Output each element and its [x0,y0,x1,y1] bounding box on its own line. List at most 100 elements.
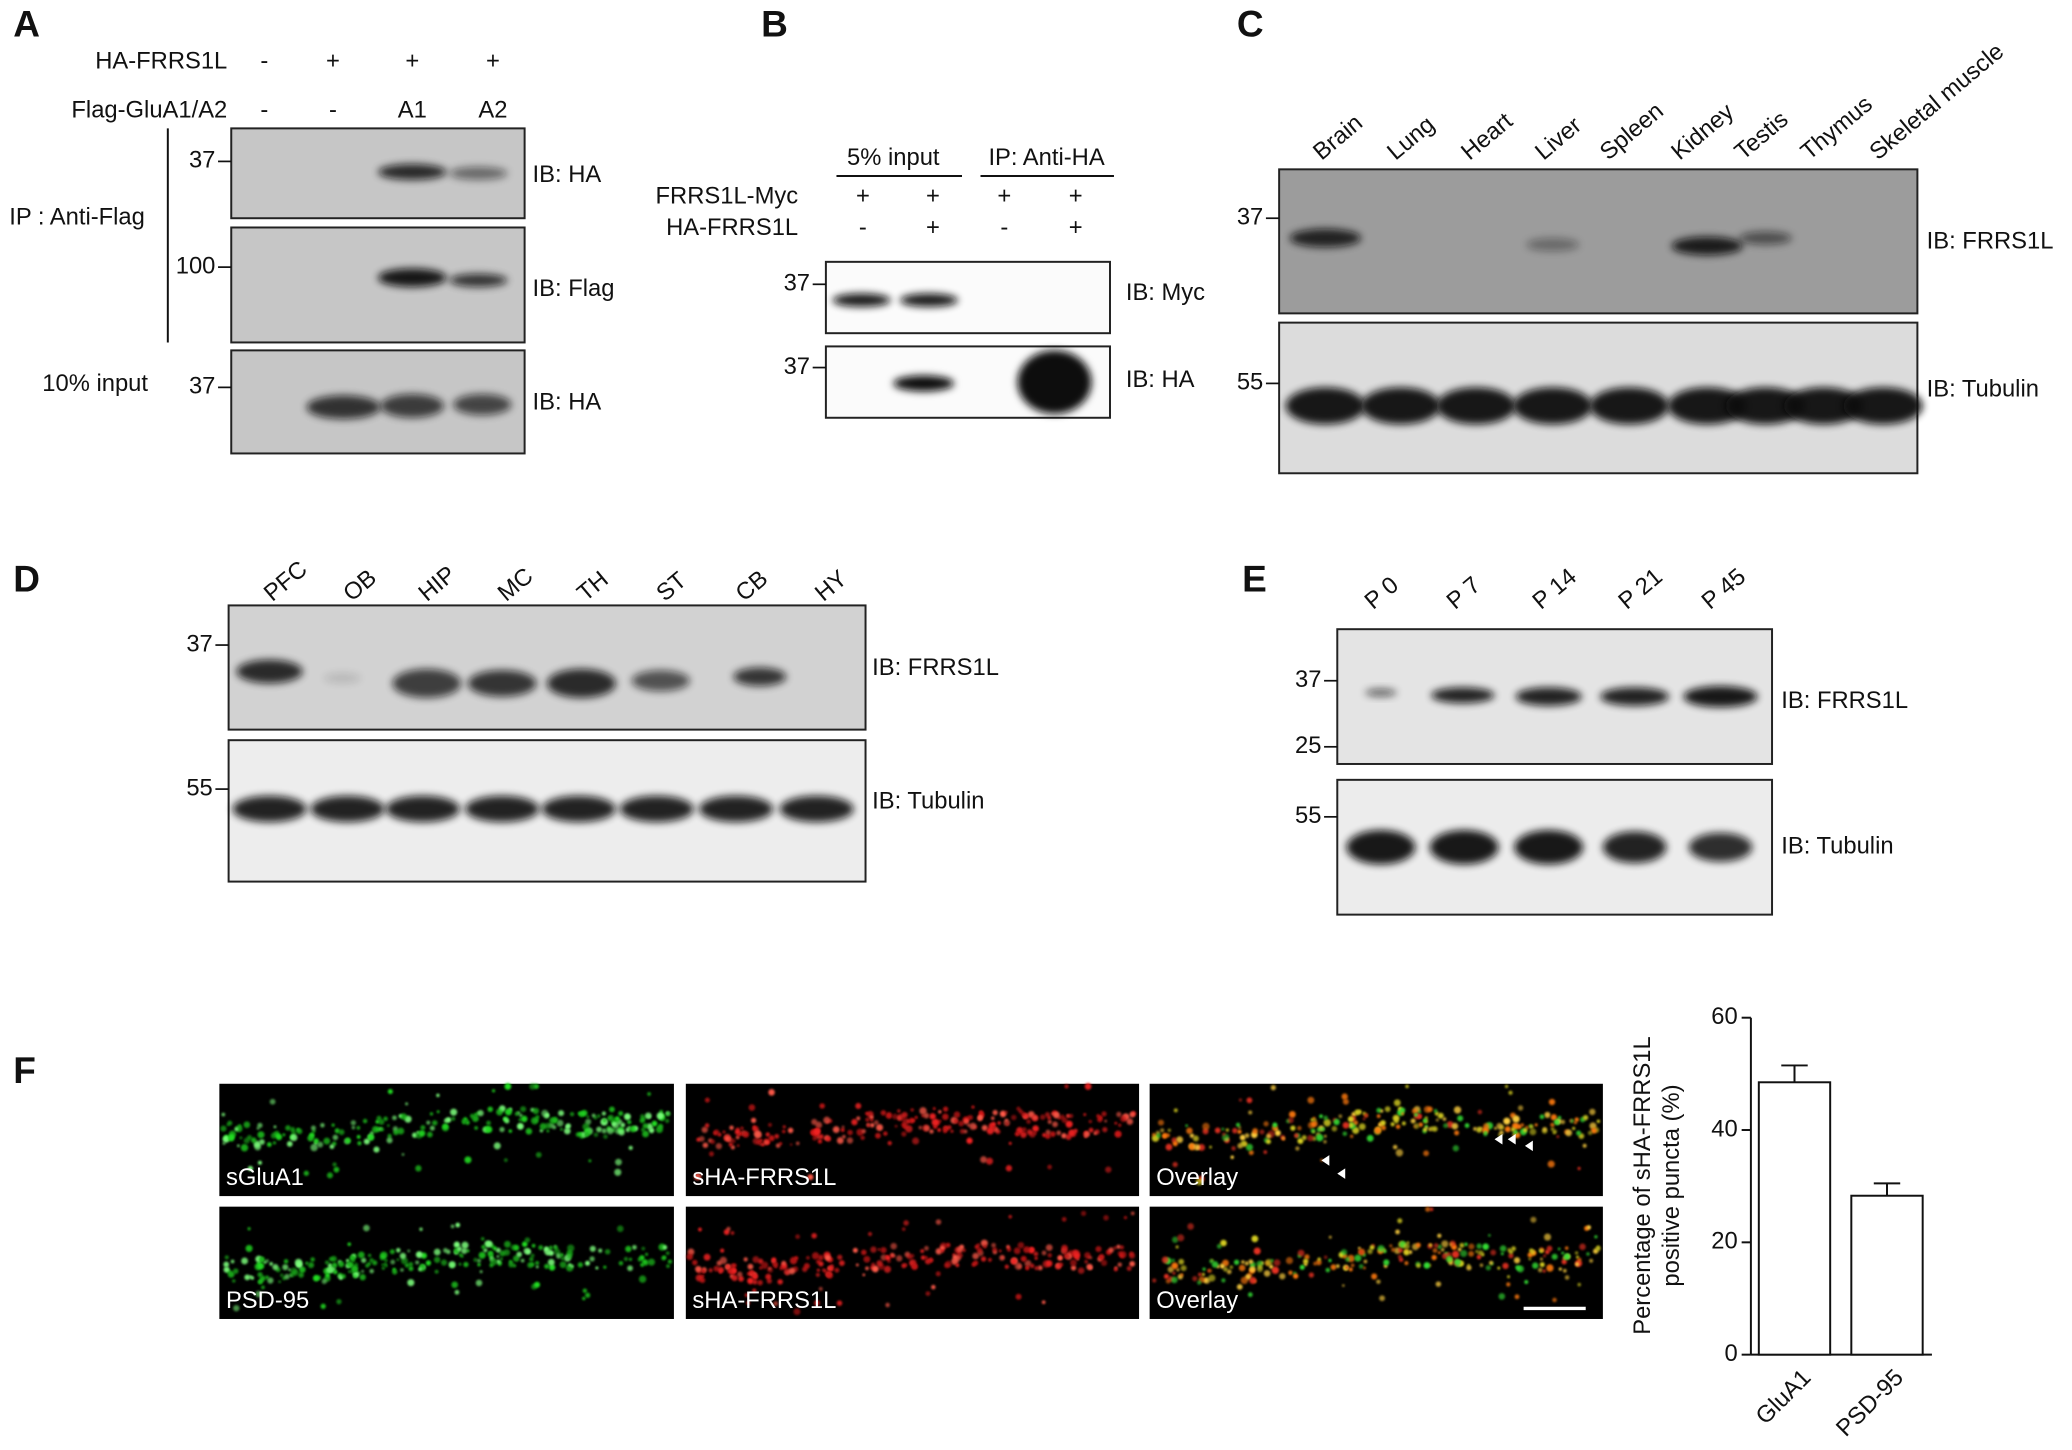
band [893,375,955,392]
punctum [352,1273,358,1279]
punctum [1416,1263,1421,1268]
punctum [1265,1139,1271,1145]
marker-label: 37 [1237,204,1263,231]
punctum [1056,1130,1062,1136]
punctum [490,1258,498,1266]
punctum [1399,1107,1406,1113]
punctum [1165,1143,1173,1151]
band [1688,832,1753,862]
punctum [514,1111,519,1116]
punctum [588,1159,592,1163]
punctum [1479,1263,1484,1267]
punctum [237,1144,240,1148]
punctum [863,1255,871,1263]
punctum [1594,1235,1598,1239]
punctum [929,1113,936,1120]
punctum [870,1118,874,1122]
punctum [692,1259,698,1266]
punctum [458,1253,463,1257]
punctum [356,1126,361,1130]
band [306,395,381,420]
punctum [1512,1115,1520,1123]
punctum [1335,1264,1340,1268]
punctum [595,1266,599,1270]
punctum [1102,1126,1108,1133]
punctum [855,1102,862,1110]
punctum [601,1111,607,1116]
punctum [811,1252,820,1260]
punctum [1266,1133,1272,1139]
punctum [1201,1272,1205,1277]
punctum [1172,1271,1176,1275]
punctum [1274,1130,1281,1137]
punctum [728,1142,733,1147]
punctum [969,1122,977,1130]
punctum [591,1113,596,1118]
punctum [1323,1140,1327,1144]
punctum [1047,1119,1052,1124]
punctum [1171,1236,1179,1243]
punctum [292,1269,299,1276]
punctum [405,1102,409,1106]
arrowhead [1337,1168,1346,1179]
punctum [1428,1243,1433,1247]
punctum [1595,1246,1601,1252]
punctum [1114,1130,1122,1138]
punctum [645,1252,649,1256]
punctum [959,1244,965,1250]
punctum [520,1106,527,1113]
marker-label: 55 [1295,802,1321,829]
punctum [1550,1114,1558,1121]
punctum [548,1250,554,1256]
punctum [1198,1144,1206,1151]
punctum [1105,1166,1112,1173]
punctum [1047,1253,1052,1258]
punctum [491,1089,496,1093]
image-label: sGluA1 [226,1164,304,1191]
punctum [221,1112,226,1117]
marker-label: 37 [1295,666,1321,693]
punctum [1539,1114,1545,1120]
punctum [475,1279,483,1287]
punctum [986,1127,994,1135]
punctum [296,1127,300,1132]
row-cell: + [1069,182,1083,209]
punctum [1413,1123,1420,1129]
punctum [344,1137,351,1144]
punctum [525,1248,532,1255]
punctum [1586,1252,1590,1256]
punctum [1582,1114,1589,1121]
punctum [1238,1126,1242,1130]
punctum [834,1267,840,1273]
punctum [512,1255,520,1262]
punctum [1120,1115,1127,1123]
ib-label: IB: FRRS1L [1781,687,1908,714]
punctum [1316,1127,1322,1132]
punctum [534,1118,539,1123]
punctum [781,1260,787,1266]
punctum [1437,1251,1441,1254]
punctum [1362,1111,1366,1115]
punctum [416,1130,420,1134]
punctum [1042,1133,1047,1138]
punctum [1029,1247,1034,1252]
punctum [305,1261,309,1265]
punctum [448,1261,456,1269]
punctum [813,1299,820,1307]
punctum [1589,1122,1597,1130]
punctum [647,1092,651,1096]
punctum [873,1120,879,1126]
punctum [420,1125,426,1131]
punctum [1211,1261,1219,1268]
punctum [1376,1279,1381,1284]
punctum [1506,1282,1511,1287]
punctum [1049,1131,1056,1138]
punctum [310,1257,315,1262]
band [323,672,361,684]
punctum [1026,1119,1031,1124]
punctum [761,1143,765,1147]
punctum [387,1089,393,1095]
punctum [396,1258,400,1261]
punctum [303,1170,309,1176]
punctum [1358,1246,1361,1250]
